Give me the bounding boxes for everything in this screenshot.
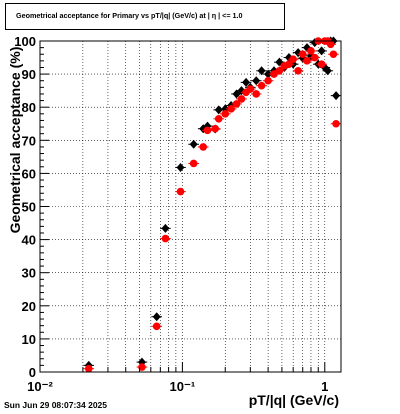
y-tick-label: 70 <box>22 133 36 148</box>
chart-title: Geometrical acceptance for Primary vs pT… <box>16 11 243 20</box>
data-point <box>199 143 207 151</box>
data-point <box>189 139 198 149</box>
x-axis-label: pT/|q| (GeV/c) <box>249 392 339 408</box>
data-point <box>161 234 170 243</box>
data-point <box>211 124 220 133</box>
y-tick-label: 30 <box>22 266 36 281</box>
data-point <box>232 100 241 108</box>
data-point <box>275 66 284 75</box>
data-point <box>152 322 161 331</box>
data-point <box>214 114 223 123</box>
data-point <box>285 60 293 68</box>
data-point <box>176 187 185 196</box>
data-point <box>189 159 198 168</box>
data-point <box>329 50 338 59</box>
title-box: Geometrical acceptance for Primary vs pT… <box>5 3 285 30</box>
data-point <box>307 47 315 55</box>
y-tick-label: 90 <box>22 67 36 82</box>
data-point <box>252 90 261 98</box>
x-tick-label: 10⁻² <box>27 379 53 394</box>
data-point <box>310 53 319 62</box>
series-red <box>83 37 342 373</box>
data-point <box>332 91 341 101</box>
data-point <box>152 312 161 322</box>
x-tick-label: 1 <box>321 379 328 394</box>
data-point <box>161 223 170 233</box>
y-tick-label: 20 <box>22 299 36 314</box>
data-point <box>317 46 326 56</box>
data-point <box>289 55 297 64</box>
data-point <box>257 66 266 76</box>
data-point <box>298 50 307 59</box>
y-axis-label: Geometrical acceptance (%) <box>7 47 23 234</box>
data-point <box>227 105 235 113</box>
y-tick-label: 100 <box>14 34 36 49</box>
y-tick-label: 50 <box>22 200 36 215</box>
grid-lines <box>40 41 341 372</box>
data-series <box>83 36 342 373</box>
y-tick-label: 0 <box>29 365 36 380</box>
data-point <box>257 81 266 90</box>
data-point <box>303 57 311 65</box>
y-tick-label: 10 <box>22 332 36 347</box>
data-point <box>264 76 272 85</box>
data-point <box>332 119 340 128</box>
data-point <box>203 126 212 135</box>
data-point <box>138 363 146 371</box>
data-point <box>246 85 255 93</box>
y-tick-label: 80 <box>22 100 36 115</box>
y-tick-label: 40 <box>22 233 36 248</box>
x-tick-label: 10⁻¹ <box>170 379 196 394</box>
timestamp: Sun Jun 29 08:07:34 2025 <box>4 400 108 410</box>
data-point <box>317 60 326 68</box>
data-point <box>176 162 185 172</box>
data-point <box>294 66 302 75</box>
data-point <box>326 40 335 49</box>
data-point <box>242 77 251 87</box>
data-point <box>264 69 273 79</box>
data-point <box>237 95 246 103</box>
data-point <box>323 66 332 76</box>
data-point <box>252 76 261 86</box>
data-point <box>221 110 230 118</box>
data-point <box>84 364 93 373</box>
y-tick-label: 60 <box>22 166 36 181</box>
data-point <box>214 105 223 115</box>
